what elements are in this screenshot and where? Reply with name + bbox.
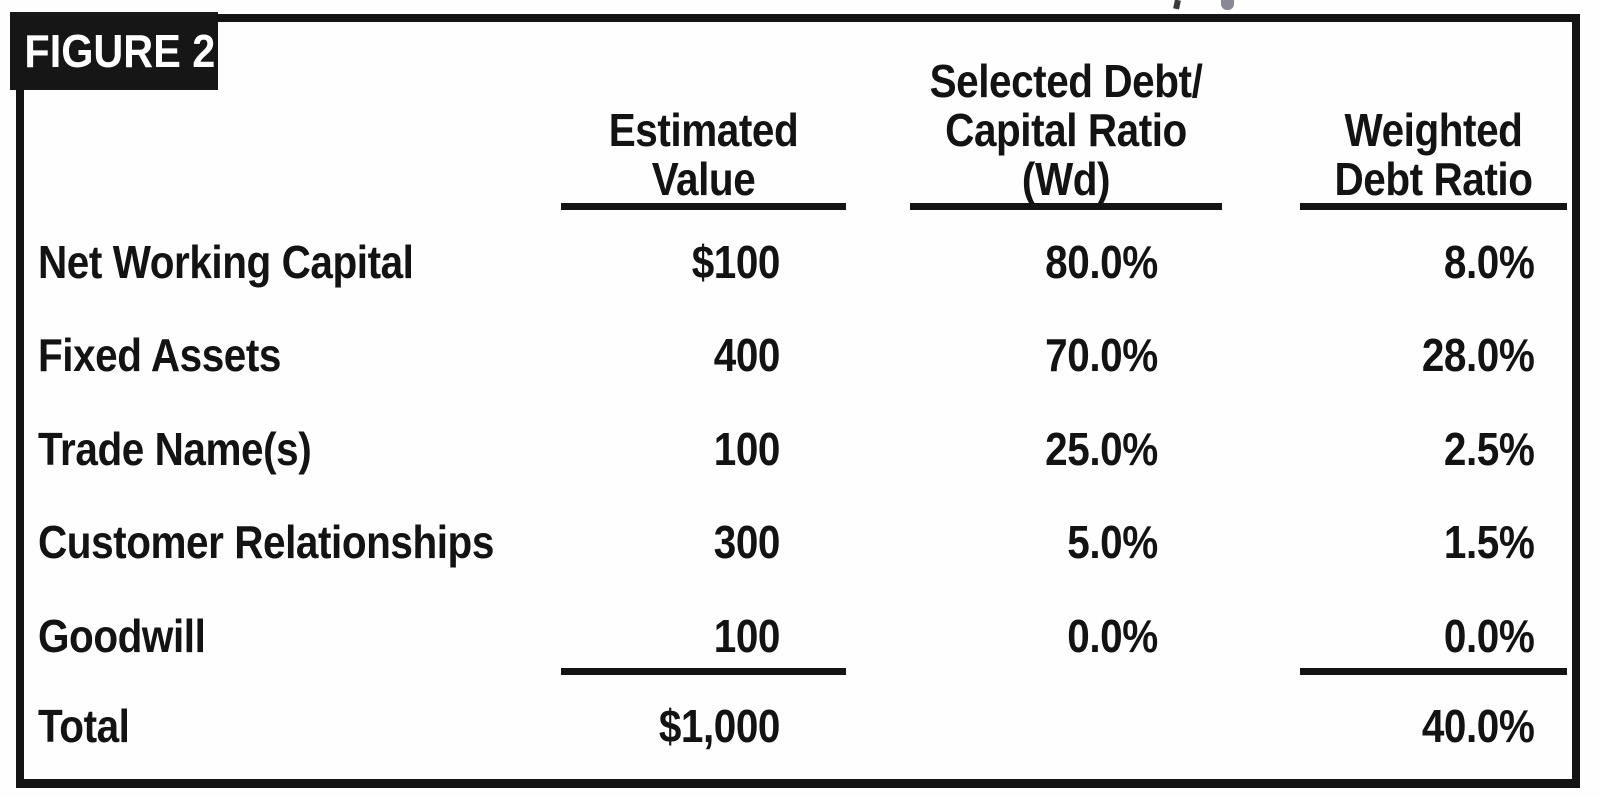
total-topline-weighted-debt-ratio <box>1300 668 1567 675</box>
debt-capital-ratio-cell: 5.0% <box>1067 516 1158 568</box>
header-line: Value <box>651 153 756 205</box>
debt-capital-ratio-cell: 0.0% <box>1067 610 1158 662</box>
row-label: Customer Relationships <box>38 516 494 568</box>
estimated-value-cell: 100 <box>713 423 781 475</box>
header-line: (Wd) <box>1021 153 1111 205</box>
debt-capital-ratio-cell: 80.0% <box>1045 236 1158 288</box>
total-topline-estimated-value <box>561 668 846 675</box>
row-label: Net Working Capital <box>38 236 414 288</box>
row-label: Fixed Assets <box>38 329 281 381</box>
figure-table-frame <box>16 14 1580 788</box>
estimated-value-cell: 300 <box>713 516 781 568</box>
debt-capital-ratio-cell: 70.0% <box>1045 329 1158 381</box>
weighted-debt-ratio-cell: 28.0% <box>1421 329 1535 381</box>
debt-capital-ratio-cell: 25.0% <box>1045 423 1158 475</box>
header-underline-debt-capital-ratio <box>910 203 1222 210</box>
header-line: Selected Debt/ <box>929 55 1203 107</box>
header-line: Capital Ratio <box>945 104 1187 156</box>
figure-label: FIGURE 2 <box>24 25 216 77</box>
page-crop-artifact-1 <box>1173 0 1181 10</box>
estimated-value-cell: 100 <box>713 610 781 662</box>
weighted-debt-ratio-cell: 1.5% <box>1443 516 1535 568</box>
weighted-debt-ratio-cell: 2.5% <box>1443 423 1535 475</box>
weighted-debt-ratio-cell: 0.0% <box>1443 610 1535 662</box>
row-label: Trade Name(s) <box>38 423 312 475</box>
figure-label-tab: FIGURE 2 <box>10 12 218 90</box>
header-underline-weighted-debt-ratio <box>1300 203 1567 210</box>
total-estimated-value-cell: $1,000 <box>658 700 781 752</box>
column-header-weighted-debt-ratio: Weighted Debt Ratio <box>1316 106 1551 204</box>
header-line: Estimated <box>608 104 799 156</box>
estimated-value-cell: $100 <box>691 236 781 288</box>
total-weighted-debt-ratio-cell: 40.0% <box>1421 700 1535 752</box>
page-crop-artifact-2 <box>1221 0 1234 10</box>
column-header-estimated-value: Estimated Value <box>578 106 829 204</box>
estimated-value-cell: 400 <box>713 329 781 381</box>
weighted-debt-ratio-cell: 8.0% <box>1443 236 1535 288</box>
header-line: Debt Ratio <box>1334 153 1533 205</box>
header-underline-estimated-value <box>561 203 846 210</box>
row-label: Goodwill <box>38 610 206 662</box>
column-header-debt-capital-ratio: Selected Debt/ Capital Ratio (Wd) <box>929 57 1204 204</box>
total-label: Total <box>38 700 130 752</box>
header-line: Weighted <box>1344 104 1523 156</box>
